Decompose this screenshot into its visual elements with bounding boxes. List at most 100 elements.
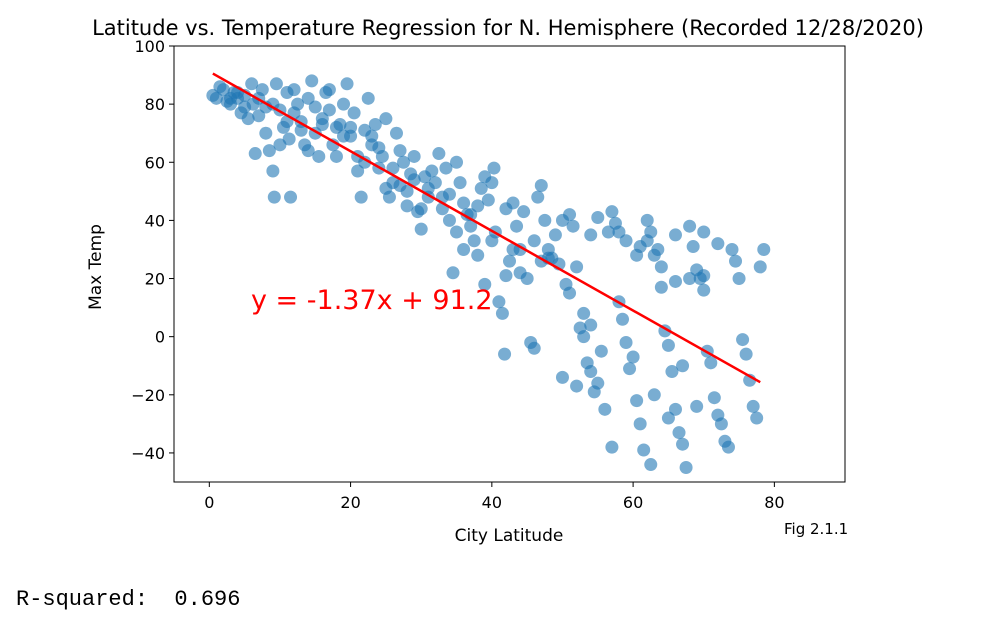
data-point bbox=[538, 213, 552, 227]
data-point bbox=[269, 77, 283, 91]
r-squared-output: R-squared: 0.696 bbox=[16, 587, 241, 612]
data-point bbox=[598, 402, 612, 416]
data-point bbox=[329, 149, 343, 163]
chart-title: Latitude vs. Temperature Regression for … bbox=[92, 16, 924, 40]
data-point bbox=[414, 222, 428, 236]
data-point bbox=[474, 181, 488, 195]
data-point bbox=[432, 147, 446, 161]
data-point bbox=[527, 234, 541, 248]
data-point bbox=[446, 266, 460, 280]
data-point bbox=[266, 97, 280, 111]
data-point bbox=[637, 443, 651, 457]
data-point bbox=[750, 411, 764, 425]
data-point bbox=[273, 138, 287, 152]
data-point bbox=[704, 356, 718, 370]
regression-equation: y = -1.37x + 91.2 bbox=[251, 285, 493, 316]
data-point bbox=[548, 228, 562, 242]
data-point bbox=[619, 234, 633, 248]
data-point bbox=[487, 161, 501, 175]
data-point bbox=[612, 225, 626, 239]
data-point bbox=[668, 228, 682, 242]
data-point bbox=[736, 333, 750, 347]
x-tick-label: 60 bbox=[623, 493, 643, 512]
data-point bbox=[354, 190, 368, 204]
data-point bbox=[630, 394, 644, 408]
data-point bbox=[322, 103, 336, 117]
data-point bbox=[248, 147, 262, 161]
data-point bbox=[347, 106, 361, 120]
x-tick-label: 0 bbox=[204, 493, 214, 512]
y-tick-label: 0 bbox=[155, 328, 165, 347]
data-point bbox=[492, 295, 506, 309]
data-point bbox=[337, 97, 351, 111]
data-point bbox=[262, 144, 276, 158]
data-point bbox=[216, 83, 230, 97]
data-point bbox=[510, 219, 524, 233]
data-point bbox=[661, 411, 675, 425]
data-point bbox=[308, 100, 322, 114]
data-point bbox=[442, 213, 456, 227]
x-tick-label: 20 bbox=[340, 493, 360, 512]
data-point bbox=[721, 440, 735, 454]
data-point bbox=[591, 376, 605, 390]
data-point bbox=[439, 161, 453, 175]
y-axis-label: Max Temp bbox=[86, 224, 106, 310]
data-point bbox=[746, 399, 760, 413]
data-point bbox=[633, 417, 647, 431]
data-point bbox=[503, 254, 516, 268]
data-point bbox=[739, 347, 753, 361]
data-point bbox=[605, 440, 619, 454]
data-point bbox=[450, 225, 464, 239]
data-point bbox=[527, 341, 541, 355]
data-point bbox=[425, 164, 439, 178]
plot-area bbox=[173, 45, 846, 483]
data-point bbox=[499, 269, 513, 283]
y-tick-label: −20 bbox=[131, 386, 165, 405]
data-point bbox=[626, 350, 640, 364]
data-point bbox=[266, 164, 280, 178]
data-point bbox=[647, 388, 661, 402]
data-point bbox=[224, 91, 238, 105]
data-point bbox=[471, 248, 485, 262]
data-point bbox=[379, 181, 393, 195]
data-point bbox=[555, 370, 569, 384]
regression-line bbox=[212, 72, 761, 384]
data-point bbox=[668, 402, 682, 416]
data-point bbox=[661, 338, 675, 352]
scatter-points bbox=[206, 74, 771, 474]
data-point bbox=[255, 83, 269, 97]
data-point bbox=[555, 213, 569, 227]
data-point bbox=[407, 149, 421, 163]
data-point bbox=[640, 213, 654, 227]
data-point bbox=[305, 74, 319, 88]
data-point bbox=[414, 202, 428, 216]
data-point bbox=[499, 202, 513, 216]
data-point bbox=[241, 112, 255, 126]
data-point bbox=[668, 274, 682, 288]
data-point bbox=[379, 112, 393, 126]
axis-ticks: 0 20 40 60 80 −40 −20 0 20 40 60 80 100 bbox=[131, 37, 784, 512]
data-point bbox=[478, 277, 492, 291]
data-point bbox=[498, 347, 512, 361]
data-point bbox=[584, 365, 598, 379]
data-point bbox=[563, 286, 577, 300]
data-point bbox=[616, 312, 630, 326]
data-point bbox=[361, 91, 375, 105]
data-point bbox=[591, 210, 605, 224]
data-point bbox=[577, 306, 591, 320]
data-point bbox=[623, 362, 637, 376]
data-point bbox=[252, 109, 266, 123]
data-point bbox=[495, 306, 509, 320]
data-point bbox=[386, 161, 400, 175]
data-point bbox=[453, 176, 467, 190]
data-point bbox=[481, 193, 495, 207]
data-point bbox=[711, 237, 725, 251]
data-point bbox=[732, 272, 746, 286]
x-tick-label: 80 bbox=[764, 493, 784, 512]
y-tick-label: 100 bbox=[134, 37, 165, 56]
data-point bbox=[605, 205, 619, 219]
data-point bbox=[753, 260, 767, 274]
data-point bbox=[393, 144, 407, 158]
data-point bbox=[209, 91, 223, 105]
data-point bbox=[633, 240, 647, 254]
